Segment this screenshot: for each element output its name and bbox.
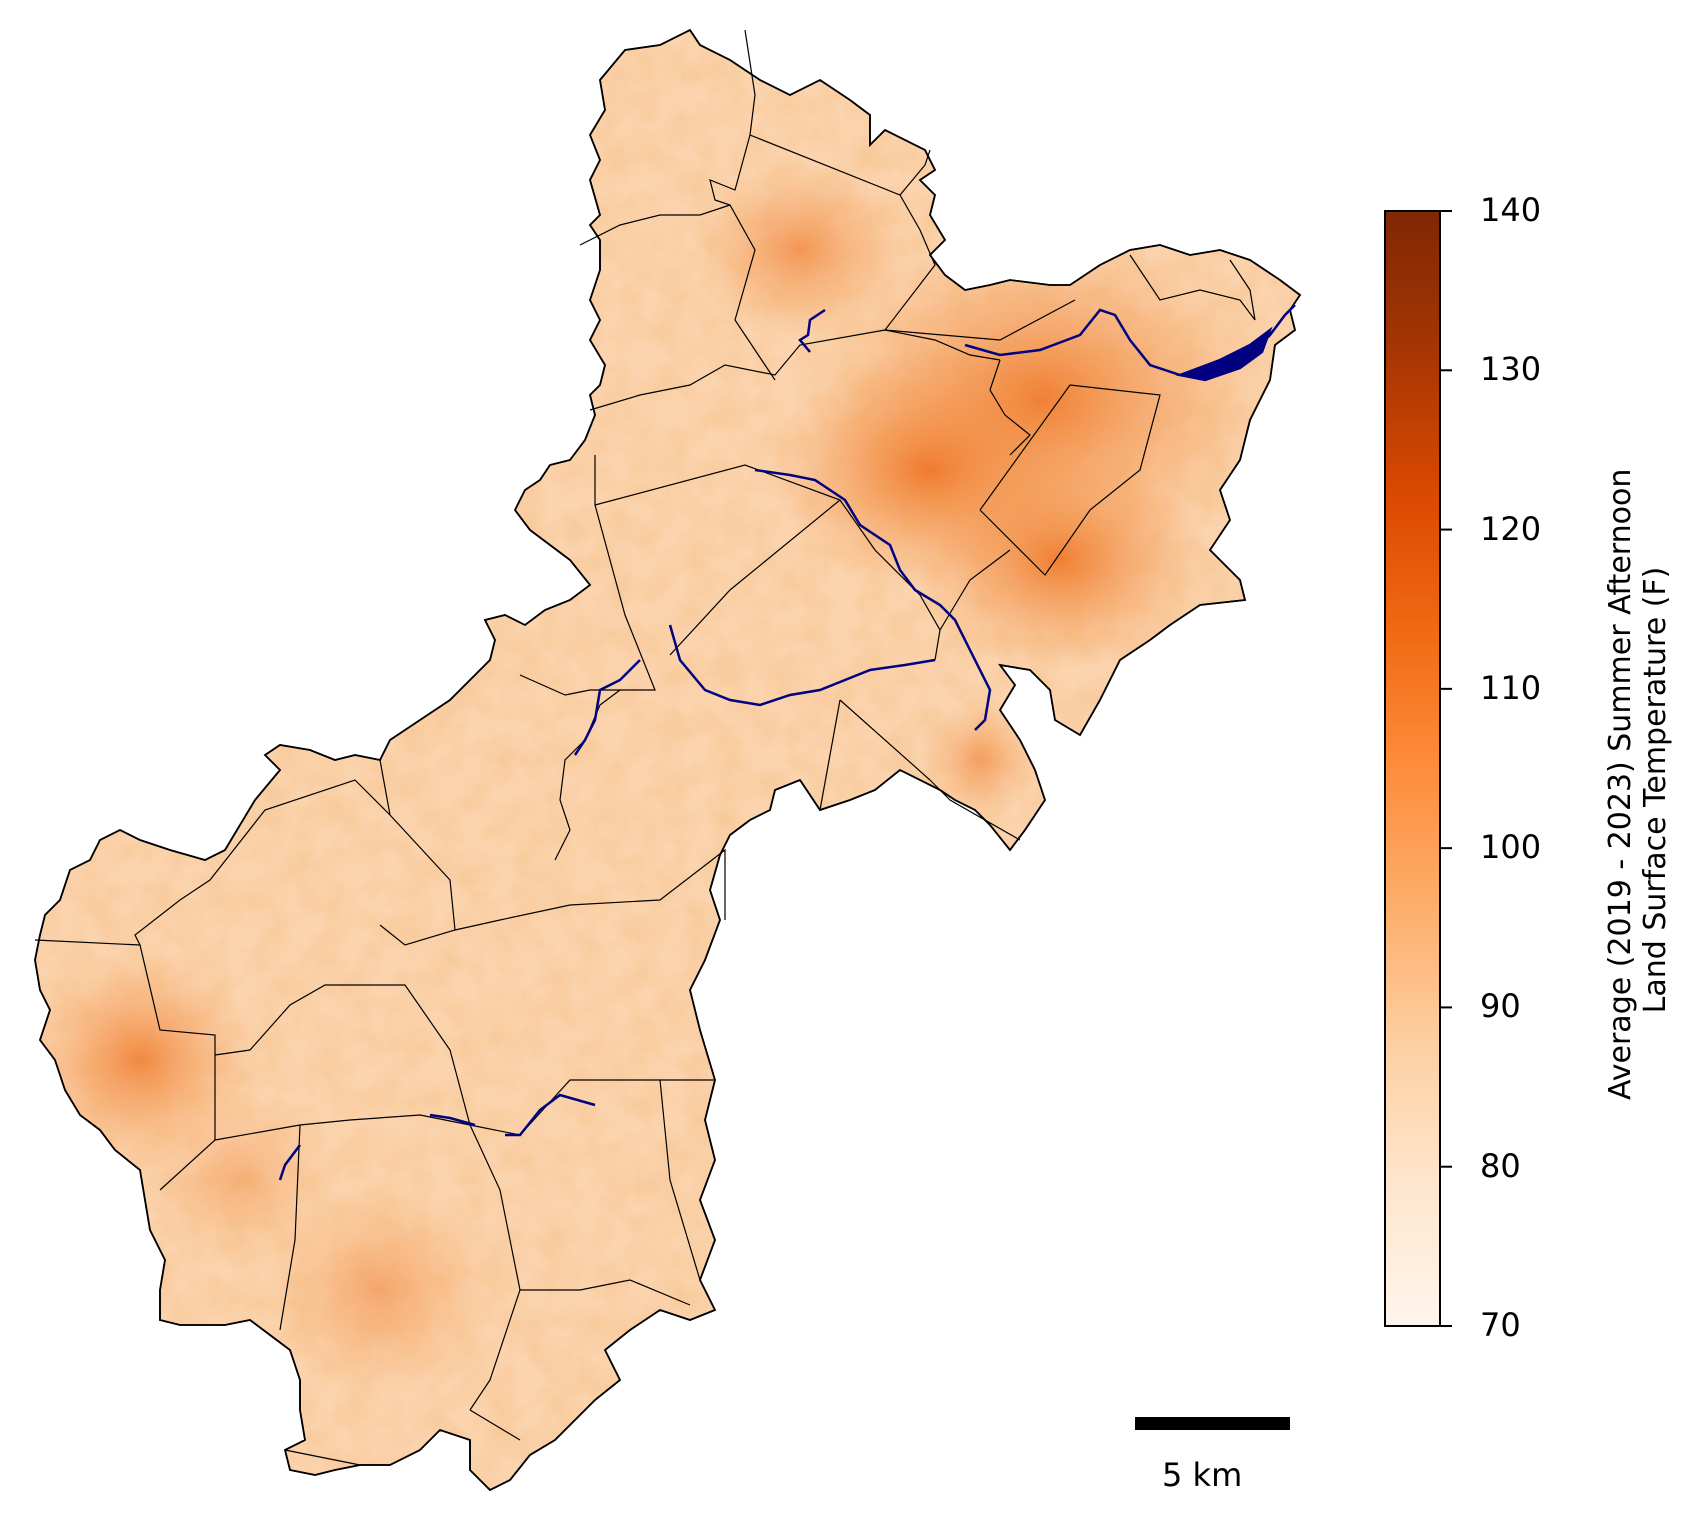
- boundary-line: [379, 759, 456, 946]
- region-outline: [34, 28, 1302, 1492]
- boundary-line: [709, 134, 776, 381]
- boundary-line: [469, 1409, 521, 1441]
- colorbar-ticks: [1440, 210, 1452, 1327]
- boundary-line: [214, 984, 471, 1126]
- colorbar-title-line2: Land Surface Temperature (F): [1637, 566, 1673, 1014]
- boundary-line: [884, 329, 1001, 361]
- boundary-line: [659, 1079, 701, 1281]
- reservoir: [1175, 326, 1273, 382]
- boundary-line: [520, 1279, 691, 1306]
- boundary-line: [884, 194, 936, 331]
- municipal-boundaries: [34, 29, 1256, 1466]
- boundary-line: [819, 699, 841, 811]
- colorbar-title: Average (2019 - 2023) Summer Afternoon L…: [1603, 468, 1676, 1100]
- colorbar-tick-label: 120: [1480, 509, 1542, 548]
- colorbar-tick-label: 130: [1480, 350, 1542, 389]
- boundary-line: [579, 204, 731, 246]
- boundary-line: [979, 384, 1161, 576]
- boundary-line: [1129, 254, 1256, 321]
- river-line: [668, 624, 936, 707]
- boundary-line: [589, 299, 1076, 411]
- boundary-line: [454, 904, 571, 931]
- boundary-line: [554, 689, 621, 861]
- boundary-line: [564, 455, 656, 696]
- boundary-line: [134, 779, 391, 946]
- colorbar-ramp: [1384, 210, 1441, 1327]
- boundary-line: [519, 674, 566, 696]
- water-features: [278, 304, 1296, 1181]
- boundary-line: [744, 29, 756, 136]
- colorbar-title-line1: Average (2019 - 2023) Summer Afternoon: [1603, 468, 1638, 1100]
- boundary-line: [669, 499, 841, 656]
- colorbar-tick-label: 110: [1480, 668, 1542, 707]
- scale-bar-label: 5 km: [1162, 1456, 1243, 1494]
- colorbar-tick-label: 100: [1480, 828, 1542, 867]
- colorbar-tick-label: 80: [1480, 1146, 1521, 1185]
- boundary-line: [284, 1449, 361, 1466]
- boundary-line: [1229, 259, 1256, 321]
- colorbar-tick-label: 90: [1480, 987, 1521, 1026]
- river-line: [798, 308, 826, 353]
- boundary-line: [569, 848, 726, 920]
- colorbar-tick-label: 70: [1480, 1306, 1521, 1344]
- scale-bar: [1135, 1417, 1290, 1430]
- colorbar-tick-label: 140: [1480, 191, 1542, 229]
- boundary-line: [839, 699, 1021, 841]
- colorbar: [1384, 210, 1452, 1327]
- river-line: [278, 1144, 301, 1181]
- river-line: [429, 1113, 476, 1127]
- river-line: [505, 1093, 596, 1137]
- boundary-line: [34, 939, 216, 1191]
- boundary-line: [279, 1124, 301, 1331]
- river-line: [754, 468, 992, 731]
- boundary-line: [989, 359, 1031, 456]
- river-line: [573, 659, 641, 756]
- boundary-line: [749, 134, 931, 196]
